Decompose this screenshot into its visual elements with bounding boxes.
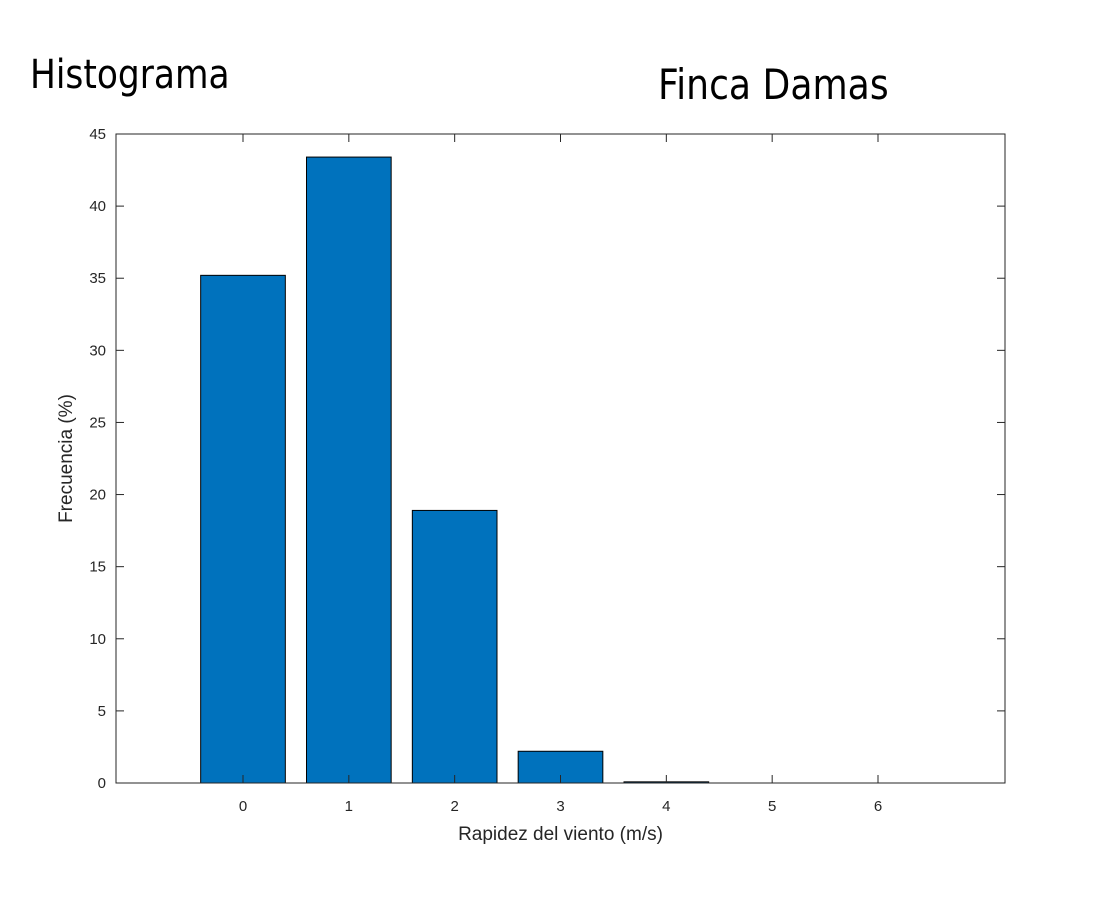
y-tick-label: 25 <box>89 414 106 431</box>
x-tick-label: 6 <box>874 798 882 815</box>
histogram-bar <box>411 509 498 784</box>
y-tick-label: 30 <box>89 342 106 359</box>
x-axis-label: Rapidez del viento (m/s) <box>458 824 663 845</box>
y-axis-label: Frecuencia (%) <box>56 394 77 523</box>
y-tick-label: 45 <box>89 126 106 143</box>
y-tick-label: 10 <box>89 631 106 648</box>
y-tick-label: 5 <box>98 703 106 720</box>
y-tick-label: 20 <box>89 487 106 504</box>
x-tick-label: 0 <box>239 798 247 815</box>
histogram-bar <box>306 156 392 784</box>
x-tick-label: 1 <box>345 798 353 815</box>
histogram-title: Histograma <box>30 52 230 98</box>
x-tick-label: 4 <box>662 798 670 815</box>
y-tick-label: 15 <box>89 559 106 576</box>
y-tick-label: 35 <box>89 270 106 287</box>
location-title: Finca Damas <box>658 60 889 109</box>
y-tick-label: 40 <box>89 198 106 215</box>
x-tick-label: 2 <box>450 798 458 815</box>
y-tick-label: 0 <box>98 775 106 792</box>
histogram-bar <box>200 274 286 784</box>
x-tick-label: 5 <box>768 798 776 815</box>
x-tick-label: 3 <box>556 798 564 815</box>
